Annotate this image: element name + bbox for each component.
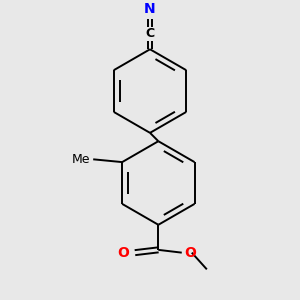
Text: N: N [144, 2, 156, 16]
Text: O: O [184, 246, 196, 260]
Text: O: O [118, 246, 129, 260]
Text: C: C [146, 27, 154, 40]
Text: Me: Me [72, 153, 90, 166]
